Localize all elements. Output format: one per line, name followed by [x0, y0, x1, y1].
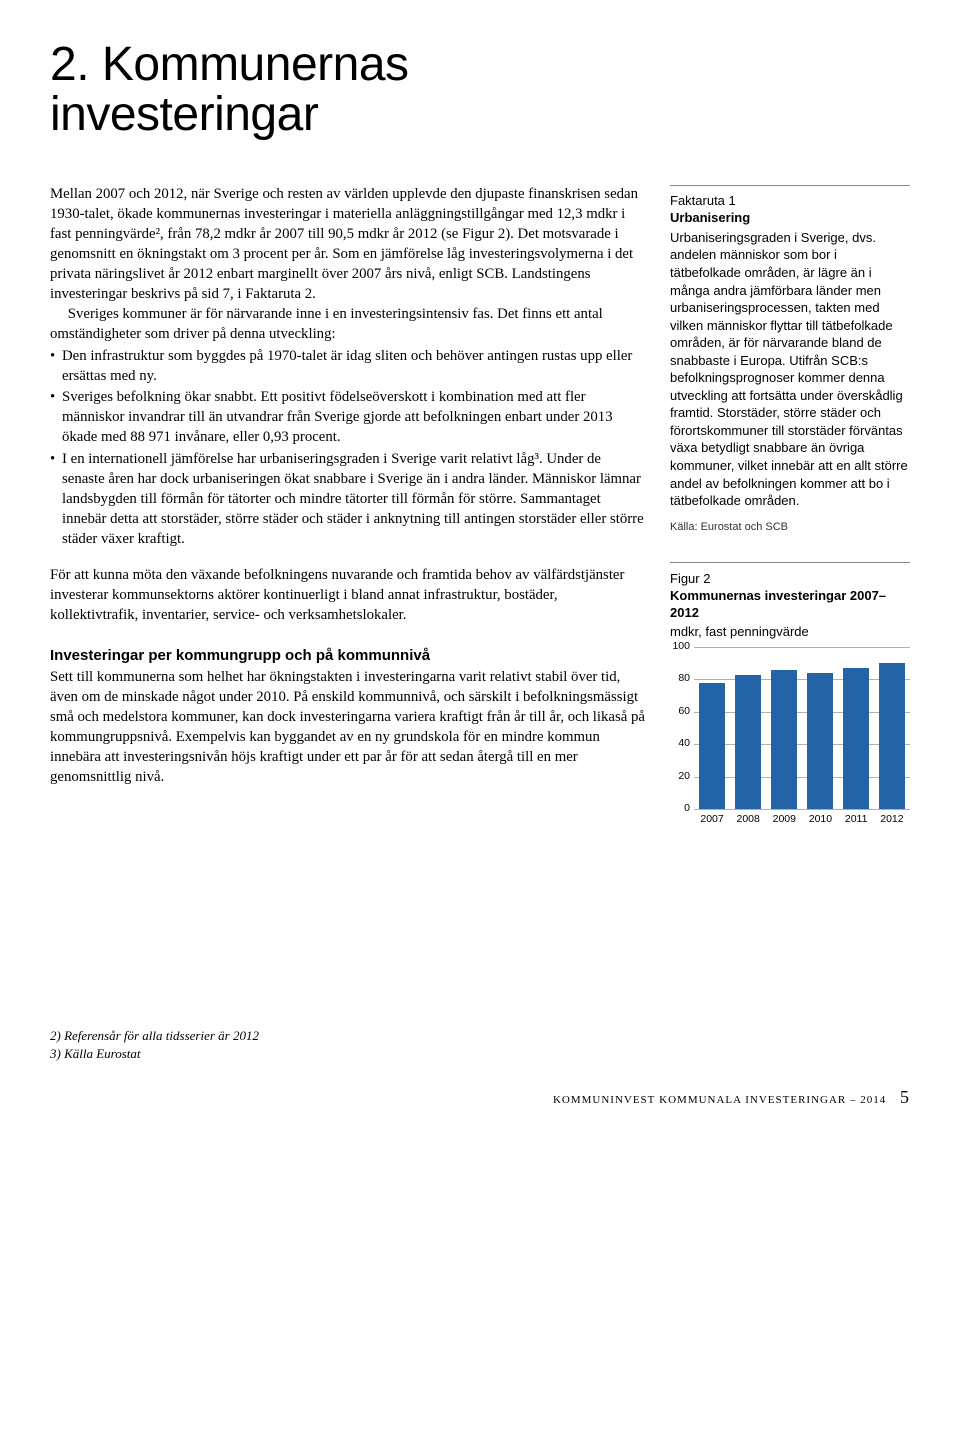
chart-xlabels: 2007 2008 2009 2010 2011 2012: [694, 813, 910, 827]
chart-bar: [879, 663, 905, 809]
chart-ytick: 100: [670, 640, 690, 654]
chart-xtick: 2007: [700, 813, 723, 827]
page-title: 2. Kommunernas investeringar: [50, 40, 910, 141]
fact-label: Faktaruta 1: [670, 192, 910, 210]
chart-bar: [771, 670, 797, 809]
chart-ytick: 0: [670, 802, 690, 816]
footer-doc: kommunala investeringar – 2014: [659, 1094, 886, 1106]
footnote-3: 3) Källa Eurostat: [50, 1045, 910, 1063]
title-line1: 2. Kommunernas: [50, 38, 409, 91]
chart-bar: [807, 673, 833, 809]
chart-xtick: 2012: [880, 813, 903, 827]
fact-body: Urbaniseringsgraden i Sverige, dvs. ande…: [670, 229, 910, 510]
main-column: Mellan 2007 och 2012, när Sverige och re…: [50, 185, 646, 827]
chart-xtick: 2009: [773, 813, 796, 827]
para-2: För att kunna möta den växande befolknin…: [50, 566, 646, 626]
fact-box: Faktaruta 1 Urbanisering Urbaniseringsgr…: [670, 185, 910, 535]
para-intro-1: Mellan 2007 och 2012, när Sverige och re…: [50, 185, 646, 305]
bar-chart: 020406080100 2007 2008 2009 2010 2011 2012: [670, 647, 910, 827]
chart-ytick: 40: [670, 737, 690, 751]
bullet-1: Den infrastruktur som byggdes på 1970-ta…: [50, 347, 646, 387]
chart-ytick: 80: [670, 673, 690, 687]
footnotes: 2) Referensår för alla tidsserier är 201…: [50, 1027, 910, 1063]
chart-xtick: 2008: [737, 813, 760, 827]
side-column: Faktaruta 1 Urbanisering Urbaniseringsgr…: [670, 185, 910, 827]
chart-bar: [699, 683, 725, 809]
bullet-3: I en internationell jämförelse har urban…: [50, 450, 646, 550]
footnote-2: 2) Referensår för alla tidsserier är 201…: [50, 1027, 910, 1045]
chart-xtick: 2010: [809, 813, 832, 827]
para-intro-2: Sveriges kommuner är för närvarande inne…: [50, 305, 646, 345]
chart-ytick: 20: [670, 770, 690, 784]
fact-title: Urbanisering: [670, 209, 910, 227]
figure-label: Figur 2: [670, 571, 910, 588]
figure-box: Figur 2 Kommunernas investeringar 2007–2…: [670, 562, 910, 827]
para-3: Sett till kommunerna som helhet har ökni…: [50, 668, 646, 788]
chart-gridline: [694, 809, 910, 810]
fact-source: Källa: Eurostat och SCB: [670, 520, 910, 535]
page-number: 5: [900, 1087, 910, 1107]
bullet-2: Sveriges befolkning ökar snabbt. Ett pos…: [50, 388, 646, 448]
chart-bars: [694, 647, 910, 809]
figure-subtitle: mdkr, fast penningvärde: [670, 624, 910, 641]
title-line2: investeringar: [50, 88, 318, 141]
page-footer: kommuninvest kommunala investeringar – 2…: [50, 1087, 910, 1108]
chart-xtick: 2011: [845, 813, 868, 827]
bullet-list: Den infrastruktur som byggdes på 1970-ta…: [50, 347, 646, 551]
chart-bar: [843, 668, 869, 809]
chart-bar: [735, 675, 761, 809]
footer-brand: kommuninvest: [553, 1094, 655, 1106]
figure-title: Kommunernas investeringar 2007–2012: [670, 588, 910, 622]
subheading: Investeringar per kommungrupp och på kom…: [50, 646, 646, 666]
chart-ytick: 60: [670, 705, 690, 719]
chart-plot: 020406080100: [694, 647, 910, 809]
